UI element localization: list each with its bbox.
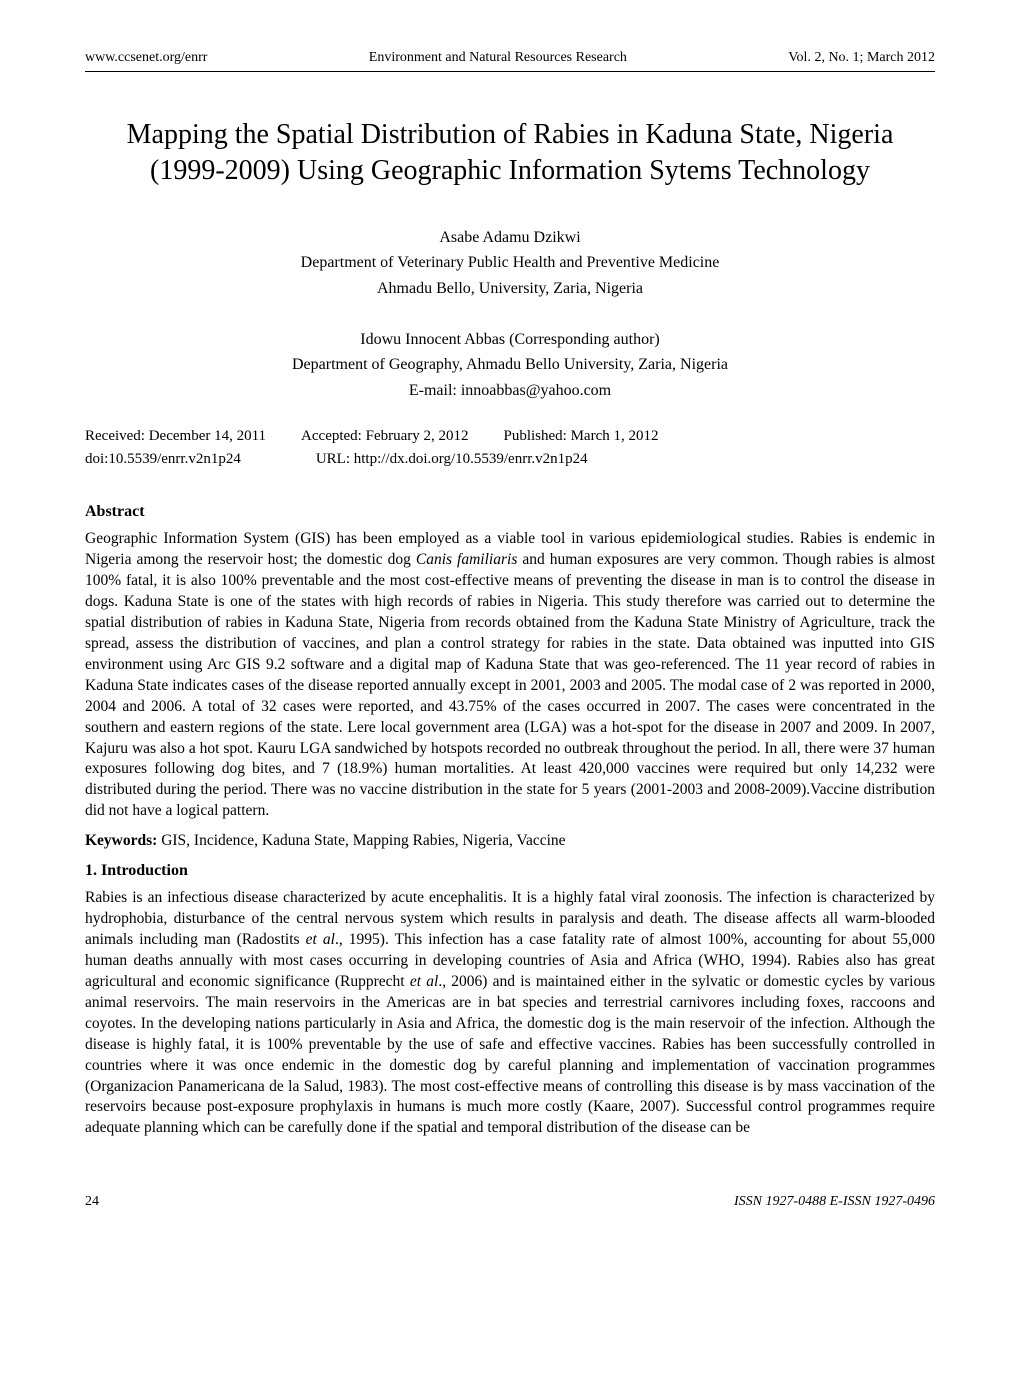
header-right: Vol. 2, No. 1; March 2012 <box>788 50 935 66</box>
keywords-text: GIS, Incidence, Kaduna State, Mapping Ra… <box>157 832 565 849</box>
doi-row: doi:10.5539/enrr.v2n1p24 URL: http://dx.… <box>85 451 935 468</box>
accepted-date: Accepted: February 2, 2012 <box>301 428 468 445</box>
dates-row: Received: December 14, 2011 Accepted: Fe… <box>85 428 935 445</box>
paper-title: Mapping the Spatial Distribution of Rabi… <box>85 117 935 190</box>
page-number: 24 <box>85 1194 99 1210</box>
author-name: Idowu Innocent Abbas (Corresponding auth… <box>85 327 935 353</box>
intro-heading: 1. Introduction <box>85 862 935 880</box>
author-affil: Ahmadu Bello, University, Zaria, Nigeria <box>85 276 935 302</box>
author-block-2: Idowu Innocent Abbas (Corresponding auth… <box>85 327 935 404</box>
author-email: E-mail: innoabbas@yahoo.com <box>85 378 935 404</box>
keywords-label: Keywords: <box>85 832 157 849</box>
intro-body: Rabies is an infectious disease characte… <box>85 888 935 1139</box>
published-date: Published: March 1, 2012 <box>504 428 659 445</box>
header-center: Environment and Natural Resources Resear… <box>369 50 627 66</box>
page-header: www.ccsenet.org/enrr Environment and Nat… <box>85 50 935 72</box>
doi-url: URL: http://dx.doi.org/10.5539/enrr.v2n1… <box>316 451 588 468</box>
author-block-1: Asabe Adamu Dzikwi Department of Veterin… <box>85 225 935 302</box>
species-name: Canis familiaris <box>416 551 517 568</box>
abstract-heading: Abstract <box>85 503 935 521</box>
page-footer: 24 ISSN 1927-0488 E-ISSN 1927-0496 <box>85 1194 935 1210</box>
title-line-1: Mapping the Spatial Distribution of Rabi… <box>127 119 894 150</box>
received-date: Received: December 14, 2011 <box>85 428 266 445</box>
header-left: www.ccsenet.org/enrr <box>85 50 207 66</box>
keywords: Keywords: GIS, Incidence, Kaduna State, … <box>85 832 935 850</box>
author-name: Asabe Adamu Dzikwi <box>85 225 935 251</box>
intro-text-e: ., 2006) and is maintained either in the… <box>85 973 935 1136</box>
abstract-text-part2: and human exposures are very common. Tho… <box>85 551 935 819</box>
abstract-body: Geographic Information System (GIS) has … <box>85 529 935 822</box>
author-dept: Department of Geography, Ahmadu Bello Un… <box>85 352 935 378</box>
author-dept: Department of Veterinary Public Health a… <box>85 250 935 276</box>
issn-text: ISSN 1927-0488 E-ISSN 1927-0496 <box>734 1194 935 1210</box>
etal-2: et al <box>410 973 438 990</box>
title-line-2: (1999-2009) Using Geographic Information… <box>150 155 870 186</box>
etal-1: et al <box>306 931 335 948</box>
doi-text: doi:10.5539/enrr.v2n1p24 <box>85 451 241 468</box>
